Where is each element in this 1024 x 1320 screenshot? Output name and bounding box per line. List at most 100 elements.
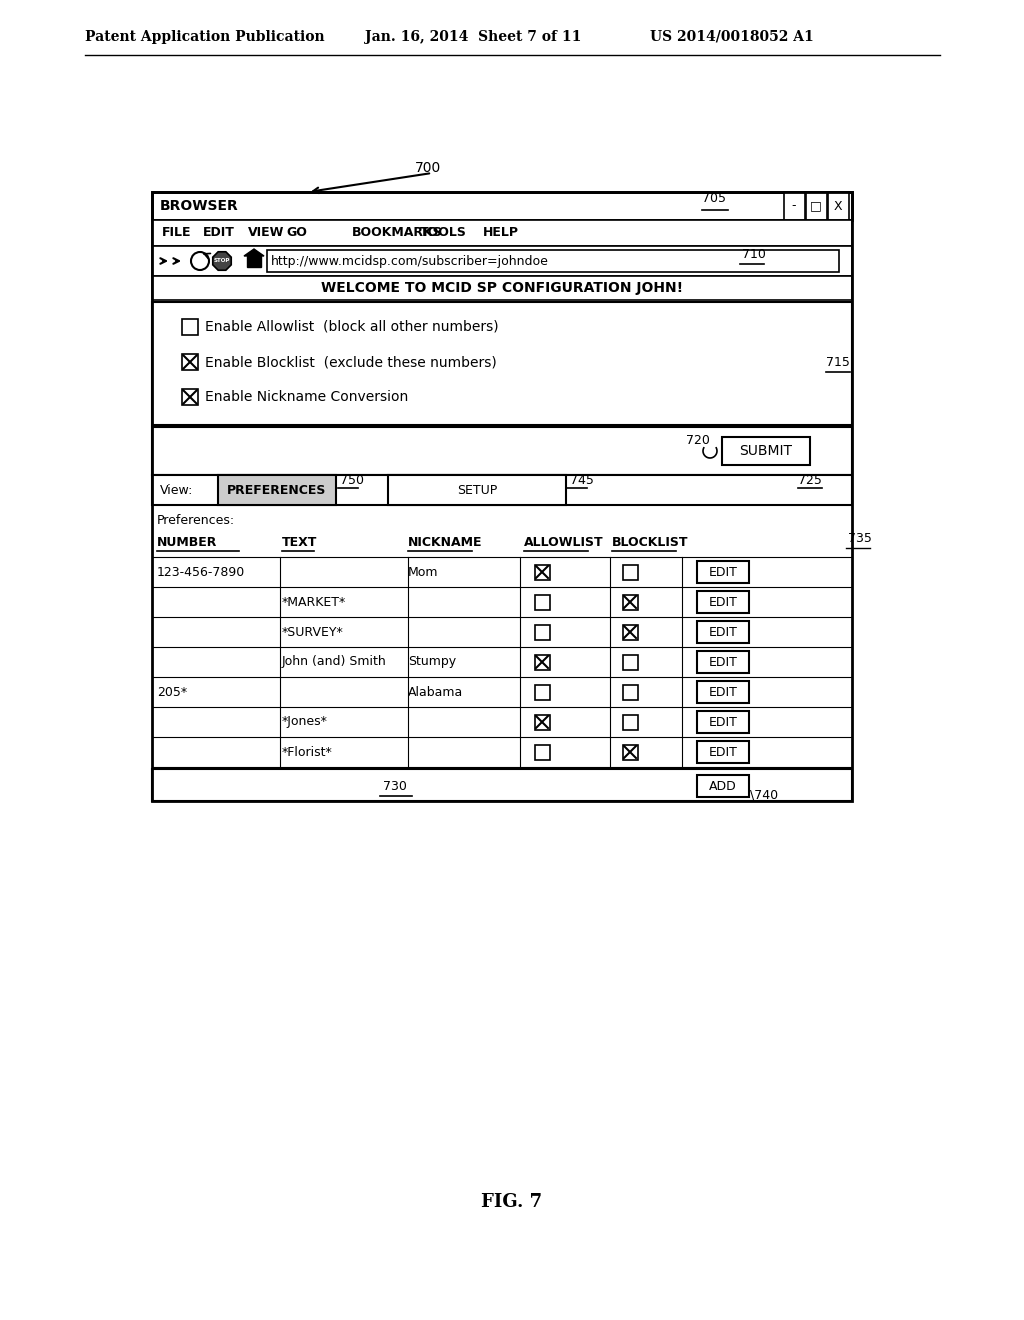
Bar xyxy=(623,594,638,610)
Text: 710: 710 xyxy=(742,248,766,260)
Text: BOOKMARKS: BOOKMARKS xyxy=(352,227,442,239)
Text: STOP: STOP xyxy=(214,259,230,264)
Text: WELCOME TO MCID SP CONFIGURATION JOHN!: WELCOME TO MCID SP CONFIGURATION JOHN! xyxy=(321,281,683,294)
Bar xyxy=(152,246,852,276)
Text: *Florist*: *Florist* xyxy=(282,746,333,759)
Bar xyxy=(535,714,550,730)
Text: \740: \740 xyxy=(750,788,778,801)
Bar xyxy=(623,744,638,759)
Text: View:: View: xyxy=(160,483,194,496)
Text: GO: GO xyxy=(286,227,307,239)
Text: TOOLS: TOOLS xyxy=(420,227,467,239)
Bar xyxy=(828,191,849,220)
Polygon shape xyxy=(213,252,231,271)
Bar xyxy=(535,685,550,700)
Bar xyxy=(697,591,749,612)
Bar xyxy=(267,249,839,272)
Text: NUMBER: NUMBER xyxy=(157,536,217,549)
Bar xyxy=(697,711,749,733)
Bar xyxy=(623,714,638,730)
Bar xyxy=(182,389,198,405)
Text: EDIT: EDIT xyxy=(709,685,737,698)
Bar xyxy=(152,475,852,506)
Bar xyxy=(152,770,852,801)
Text: John (and) Smith: John (and) Smith xyxy=(282,656,387,668)
Text: 715: 715 xyxy=(826,355,850,368)
Text: TEXT: TEXT xyxy=(282,536,317,549)
Text: EDIT: EDIT xyxy=(709,656,737,668)
Text: 745: 745 xyxy=(570,474,594,487)
Text: PREFERENCES: PREFERENCES xyxy=(227,483,327,496)
Text: Alabama: Alabama xyxy=(408,685,463,698)
Text: 205*: 205* xyxy=(157,685,187,698)
Text: Mom: Mom xyxy=(408,565,438,578)
Text: Enable Blocklist  (exclude these numbers): Enable Blocklist (exclude these numbers) xyxy=(205,355,497,370)
Text: -: - xyxy=(792,199,797,213)
Bar xyxy=(182,319,198,335)
Text: SUBMIT: SUBMIT xyxy=(739,444,793,458)
Bar xyxy=(535,565,550,579)
Bar xyxy=(152,426,852,475)
Text: Jan. 16, 2014  Sheet 7 of 11: Jan. 16, 2014 Sheet 7 of 11 xyxy=(365,30,582,44)
Text: EDIT: EDIT xyxy=(709,595,737,609)
Bar xyxy=(218,475,336,506)
Text: *MARKET*: *MARKET* xyxy=(282,595,346,609)
Bar xyxy=(152,191,852,801)
Bar xyxy=(152,191,852,220)
Text: NICKNAME: NICKNAME xyxy=(408,536,482,549)
Text: FIG. 7: FIG. 7 xyxy=(481,1193,543,1210)
Text: EDIT: EDIT xyxy=(203,227,234,239)
Text: EDIT: EDIT xyxy=(709,715,737,729)
Bar xyxy=(697,741,749,763)
Text: Enable Allowlist  (block all other numbers): Enable Allowlist (block all other number… xyxy=(205,319,499,334)
Bar xyxy=(623,565,638,579)
Bar xyxy=(697,651,749,673)
Text: HELP: HELP xyxy=(483,227,519,239)
Bar xyxy=(623,655,638,669)
Text: EDIT: EDIT xyxy=(709,565,737,578)
Text: ALLOWLIST: ALLOWLIST xyxy=(524,536,603,549)
Text: Preferences:: Preferences: xyxy=(157,513,236,527)
Text: *SURVEY*: *SURVEY* xyxy=(282,626,344,639)
Bar xyxy=(784,191,805,220)
Text: 700: 700 xyxy=(415,161,441,176)
Text: □: □ xyxy=(810,199,822,213)
Bar xyxy=(182,354,198,370)
Text: 750: 750 xyxy=(340,474,364,487)
Text: BLOCKLIST: BLOCKLIST xyxy=(612,536,688,549)
Bar xyxy=(535,744,550,759)
Bar xyxy=(623,685,638,700)
Bar xyxy=(722,437,810,465)
Bar xyxy=(152,220,852,246)
Text: 725: 725 xyxy=(798,474,822,487)
Text: SETUP: SETUP xyxy=(457,483,497,496)
Bar xyxy=(697,561,749,583)
Text: 123-456-7890: 123-456-7890 xyxy=(157,565,246,578)
Text: *Jones*: *Jones* xyxy=(282,715,328,729)
Polygon shape xyxy=(244,249,264,256)
Text: 705: 705 xyxy=(702,191,726,205)
Text: BROWSER: BROWSER xyxy=(160,199,239,213)
Text: X: X xyxy=(834,199,843,213)
Bar xyxy=(697,620,749,643)
Bar xyxy=(535,624,550,639)
Text: http://www.mcidsp.com/subscriber=johndoe: http://www.mcidsp.com/subscriber=johndoe xyxy=(271,255,549,268)
Text: 730: 730 xyxy=(383,780,407,793)
Text: 735: 735 xyxy=(848,532,871,545)
Text: 720: 720 xyxy=(686,434,710,447)
Bar xyxy=(388,475,566,506)
Text: EDIT: EDIT xyxy=(709,626,737,639)
Bar xyxy=(535,655,550,669)
Text: Enable Nickname Conversion: Enable Nickname Conversion xyxy=(205,389,409,404)
Bar xyxy=(697,775,749,797)
Bar xyxy=(623,624,638,639)
Bar xyxy=(806,191,827,220)
Text: ADD: ADD xyxy=(710,780,737,792)
Bar xyxy=(152,276,852,300)
Text: US 2014/0018052 A1: US 2014/0018052 A1 xyxy=(650,30,814,44)
Bar xyxy=(152,302,852,425)
Text: Stumpy: Stumpy xyxy=(408,656,456,668)
Text: VIEW: VIEW xyxy=(248,227,285,239)
Bar xyxy=(697,681,749,704)
Text: Patent Application Publication: Patent Application Publication xyxy=(85,30,325,44)
